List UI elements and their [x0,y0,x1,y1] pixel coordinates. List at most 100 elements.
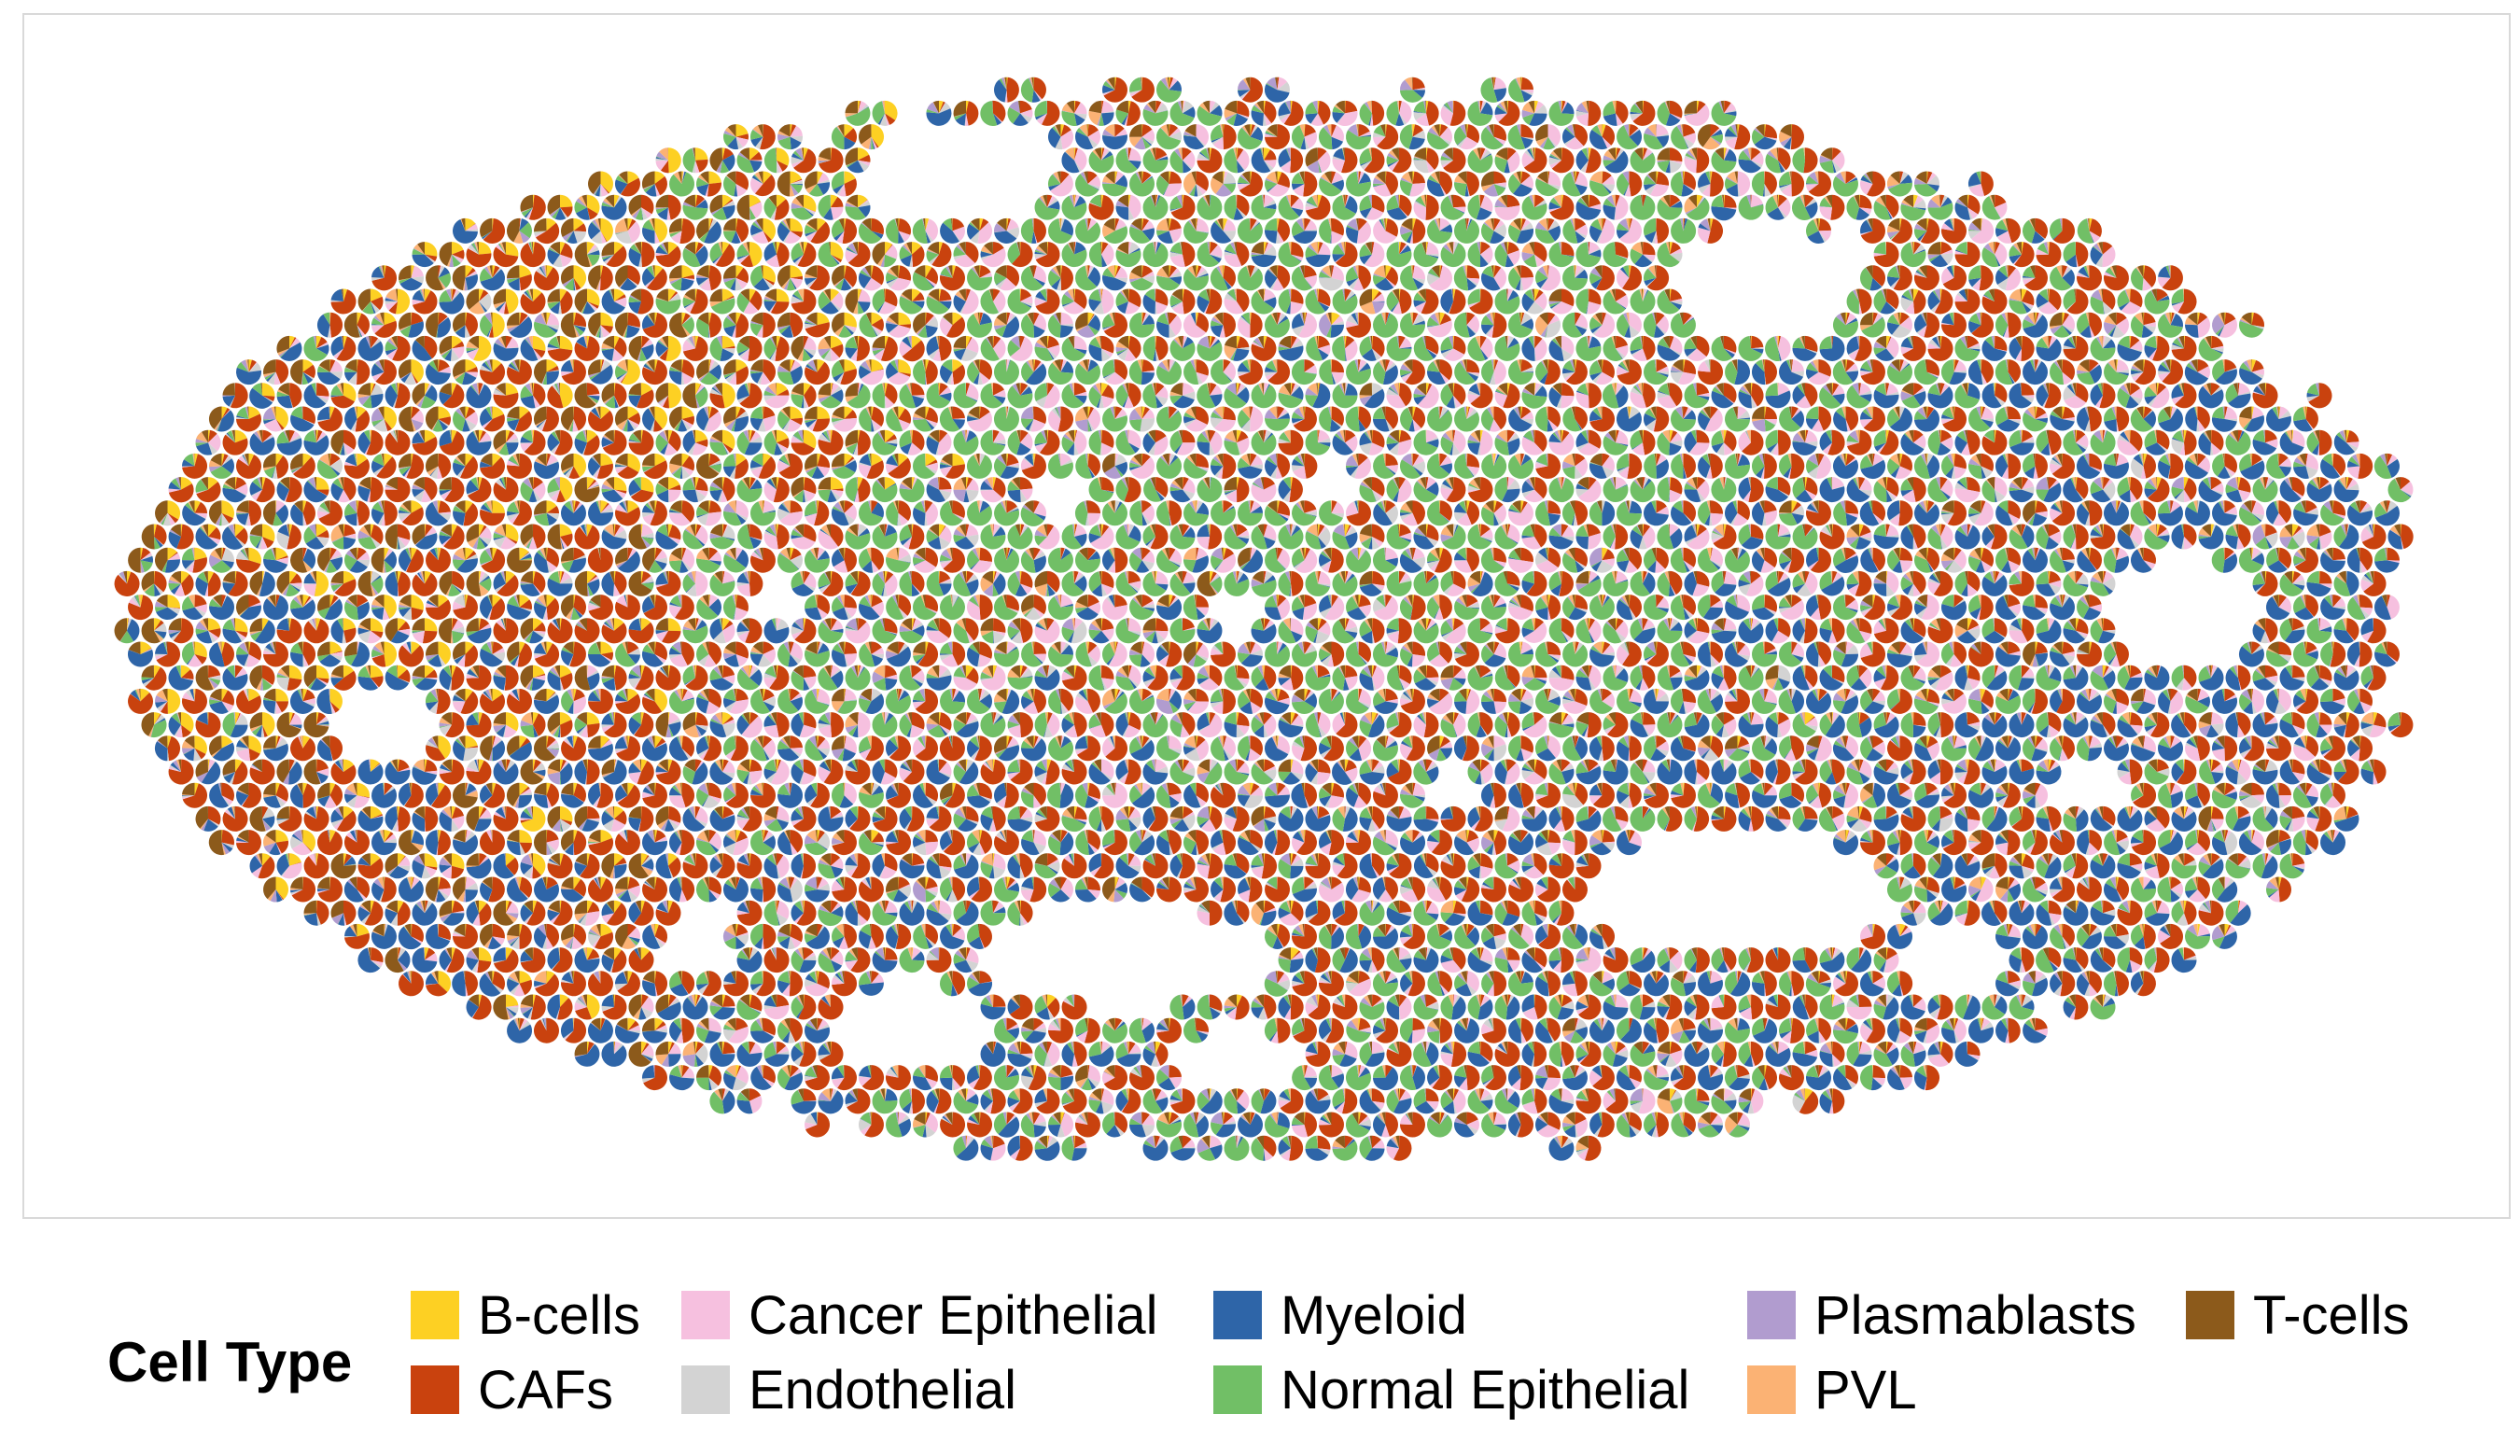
spot-pie [1617,124,1642,149]
spot-pie [1575,101,1601,126]
spot-pie [1279,101,1304,126]
spot-pie [1089,147,1114,173]
spot-pie [1075,124,1100,149]
spot-pie [1387,147,1412,173]
spot-pie [954,101,979,126]
spot-pie [1360,101,1385,126]
spot-pie [994,77,1019,103]
spot-pie [777,171,803,196]
spot-pie [1413,147,1438,173]
pie-slice [1224,124,1237,149]
spot-pie [1631,147,1656,173]
spot-pie [1061,101,1086,126]
pie-slice [1791,124,1804,149]
spot-pie [750,124,776,149]
spot-pie [845,101,870,126]
spot-pie [1129,171,1155,196]
spot-pie [1238,124,1263,149]
spot-pie [1779,124,1804,149]
spot-pie [1197,101,1223,126]
spot-pie [1183,124,1209,149]
spot-pie [1129,124,1155,149]
spot-pie [1508,77,1533,103]
spot-pie [1712,101,1737,126]
spot-pie [1495,101,1520,126]
spot-pie [1440,147,1465,173]
spot-pie [1819,147,1844,173]
pie-slice [1169,172,1183,184]
spot-pie [1549,101,1575,126]
spot-pie [1548,147,1574,173]
spot-pie [1508,124,1533,149]
pie-slice [695,147,708,161]
spot-pie [1156,171,1182,196]
spot-pie [1048,171,1073,196]
pie-slice [1803,147,1817,173]
pie-slice [777,171,791,196]
spot-pie [1197,147,1222,173]
spot-pie [1684,147,1709,173]
spot-pie [1252,147,1277,173]
spot-pie [1481,124,1506,149]
spot-pie [1224,147,1249,173]
pie-slice [966,101,978,125]
spot-pie [1332,147,1357,173]
spot-pie [1467,147,1492,173]
spot-pie [723,124,749,149]
spot-pie [1360,147,1385,173]
spot-pie [1129,77,1155,103]
spot-pie [1454,124,1479,149]
spot-pie [1265,172,1290,197]
pie-slice [1007,77,1019,103]
spot-pie [737,147,763,173]
spot-pie [1238,77,1263,103]
pie-slice [846,101,859,114]
spot-pie [1792,147,1817,173]
spot-pie [1143,147,1169,173]
pie-slice [709,172,721,185]
spot-pie [1075,171,1100,196]
spot-pie [1169,147,1195,173]
spot-pie [1048,124,1073,149]
spot-pie [1441,101,1466,126]
pie-slice [1413,77,1425,91]
spot-pie [1725,124,1750,149]
spot-pie [1169,101,1195,126]
spot-pie [1292,124,1317,149]
pie-slice [1684,101,1697,114]
spot-pie [764,147,790,173]
spot-pie [1373,124,1398,149]
spot-pie [1115,147,1141,173]
spot-pie [1522,101,1547,126]
spot-pie [1480,77,1506,103]
spot-pie [1400,124,1425,149]
spot-pie [1102,171,1127,196]
spot-pie [1265,124,1290,149]
pie-slice [1684,158,1697,173]
spot-pie [655,147,680,173]
spot-pie [805,171,830,196]
pie-slice [1696,147,1709,173]
spot-pie [1143,101,1169,126]
pie-slice [1102,134,1127,149]
spot-pie [1684,101,1709,126]
spot-pie [1657,101,1682,126]
spot-pie [873,101,898,126]
spot-pie [859,124,884,149]
spot-pie [832,124,857,149]
spot-pie [709,147,735,173]
spot-pie [669,172,694,197]
spot-pie [1752,124,1777,149]
pie-slice [1129,77,1141,92]
spot-pie [1535,124,1561,149]
spot-pie [1116,101,1141,126]
pie-slice [1670,147,1682,161]
pie-slice [1765,124,1778,138]
spot-pie [588,171,613,196]
spot-pie [1467,101,1492,126]
spot-pie [1671,124,1696,149]
spot-pie [1305,101,1330,126]
pie-slice [764,147,777,173]
spot-pie [1589,124,1615,149]
spot-pie [1224,101,1249,126]
